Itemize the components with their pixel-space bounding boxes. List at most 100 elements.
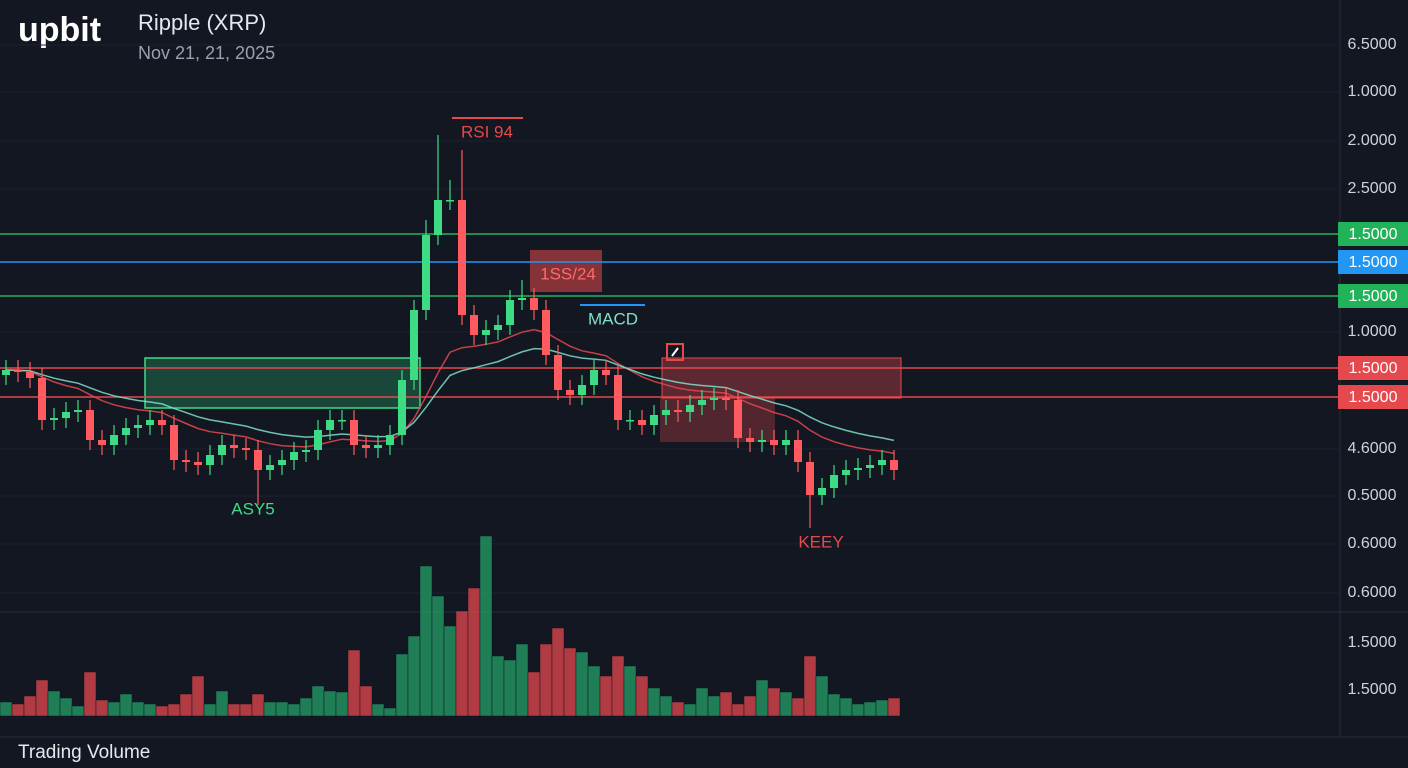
candle-body	[290, 452, 298, 460]
volume-bar	[875, 699, 889, 717]
candle-body	[674, 410, 682, 412]
candle-body	[338, 420, 346, 422]
candle-body	[122, 428, 130, 435]
candle-body	[26, 372, 34, 378]
candle-body	[110, 435, 118, 445]
volume-bar	[611, 655, 625, 717]
candle-body	[302, 450, 310, 452]
candle-body	[182, 460, 190, 462]
zone-box	[660, 398, 775, 442]
candle-body	[170, 425, 178, 460]
volume-bar	[479, 535, 493, 717]
candle-body	[818, 488, 826, 495]
volume-bar	[491, 655, 505, 717]
volume-bar	[23, 695, 37, 717]
candle-body	[494, 325, 502, 330]
level-tag-label: 1.5000	[1349, 389, 1398, 406]
candle-body	[410, 310, 418, 380]
volume-bar	[287, 703, 301, 717]
volume-bar	[731, 703, 745, 717]
annotation-label: 1SS/24	[540, 264, 596, 283]
candle-body	[266, 465, 274, 470]
volume-bar	[647, 687, 661, 717]
candle-body	[398, 380, 406, 435]
date: Nov 21, 21, 2025	[138, 43, 275, 63]
volume-bar	[47, 690, 61, 717]
volume-bar	[311, 685, 325, 717]
volume-bar	[407, 635, 421, 717]
volume-bar	[71, 705, 85, 717]
moving-average	[5, 347, 895, 442]
volume-bar	[887, 697, 901, 717]
volume-bar	[431, 595, 445, 717]
volume-axis-label: 1.5000	[1348, 634, 1397, 651]
candle-body	[470, 315, 478, 335]
volume-bar	[131, 701, 145, 717]
volume-bar	[191, 675, 205, 717]
candle-body	[506, 300, 514, 325]
level-tag-label: 1.5000	[1349, 226, 1398, 243]
volume-bar	[395, 653, 409, 717]
price-axis-label: 0.6000	[1348, 535, 1397, 552]
candle-body	[38, 378, 46, 420]
volume-bar	[251, 693, 265, 717]
volume-bar	[743, 695, 757, 717]
price-axis-label: 6.5000	[1348, 36, 1397, 53]
candle-body	[590, 370, 598, 385]
zone-box	[144, 357, 421, 409]
volume-bar	[299, 697, 313, 717]
candle-body	[242, 448, 250, 450]
volume-bar	[119, 693, 133, 717]
volume-bar	[443, 625, 457, 717]
level-tag-label: 1.5000	[1349, 254, 1398, 271]
volume-bar	[455, 610, 469, 717]
volume-bar	[95, 699, 109, 717]
candle-body	[422, 235, 430, 310]
candle-body	[14, 370, 22, 372]
candle-body	[434, 200, 442, 235]
candle-body	[866, 465, 874, 468]
candle-body	[782, 440, 790, 445]
candle-body	[554, 355, 562, 390]
volume-bar	[851, 703, 865, 717]
volume-bar	[179, 693, 193, 717]
volume-bar	[695, 687, 709, 717]
candle-body	[458, 200, 466, 315]
drawing-tool-icon[interactable]	[666, 343, 684, 361]
volume-bar	[239, 703, 253, 717]
candle-body	[314, 430, 322, 450]
candle-body	[350, 420, 358, 445]
candle-body	[722, 398, 730, 400]
candle-body	[878, 460, 886, 465]
moving-average	[5, 328, 895, 455]
candle-body	[194, 462, 202, 465]
candle-body	[374, 445, 382, 448]
candle-body	[2, 370, 10, 375]
volume-bar	[863, 701, 877, 717]
volume-bar	[335, 691, 349, 717]
volume-bar	[623, 665, 637, 717]
level-tag-label: 1.5000	[1349, 288, 1398, 305]
candle-body	[746, 438, 754, 442]
volume-bar	[539, 643, 553, 717]
candle-body	[638, 420, 646, 425]
volume-bar	[779, 691, 793, 717]
volume-bar	[767, 687, 781, 717]
candle-body	[758, 440, 766, 442]
volume-bar	[707, 695, 721, 717]
candle-body	[74, 410, 82, 412]
volume-bar	[263, 701, 277, 717]
volume-bar	[227, 703, 241, 717]
candle-body	[254, 450, 262, 470]
volume-bar	[467, 587, 481, 717]
candle-body	[650, 415, 658, 425]
candle-body	[566, 390, 574, 395]
volume-bar	[575, 651, 589, 717]
volume-bar	[671, 701, 685, 717]
candle-body	[626, 420, 634, 422]
candle-body	[158, 420, 166, 425]
level-tag	[1338, 222, 1408, 246]
volume-bar	[503, 659, 517, 717]
volume-bar	[419, 565, 433, 717]
